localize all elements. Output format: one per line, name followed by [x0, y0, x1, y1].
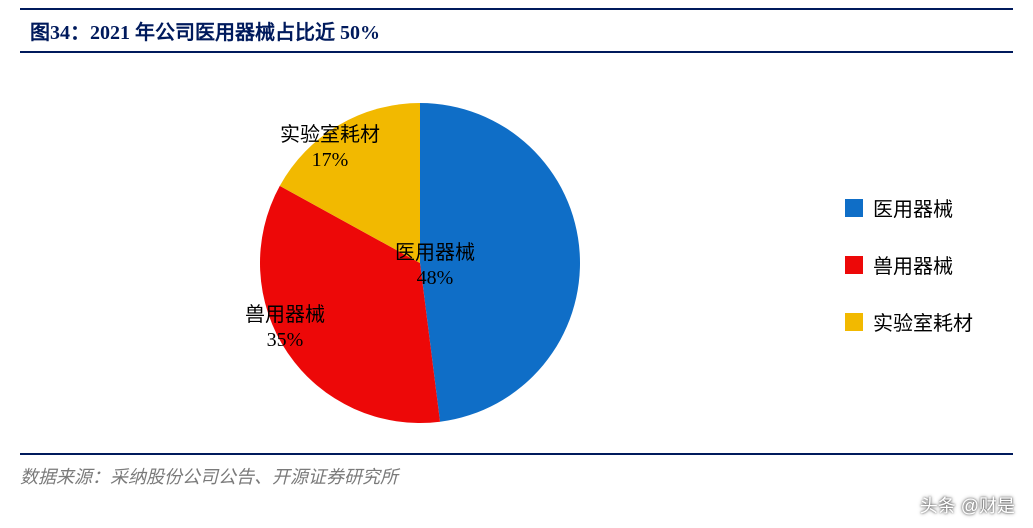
legend-label-0: 医用器械	[873, 193, 953, 222]
slice-pct-0: 48%	[417, 267, 454, 289]
footer-source: 数据来源：采纳股份公司公告、开源证券研究所	[0, 455, 1033, 489]
watermark: 头条 @财是	[920, 492, 1015, 518]
slice-label-1: 兽用器械 35%	[245, 303, 325, 353]
legend-item-2: 实验室耗材	[845, 307, 973, 336]
chart-area: 医用器械 48% 兽用器械 35% 实验室耗材 17% 医用器械 兽用器械 实验…	[0, 53, 1033, 453]
slice-label-2: 实验室耗材 17%	[280, 123, 380, 173]
chart-header: 图34：2021 年公司医用器械占比近 50%	[20, 8, 1013, 53]
slice-label-0: 医用器械 48%	[395, 241, 475, 291]
legend-label-2: 实验室耗材	[873, 307, 973, 336]
legend-swatch-2	[845, 313, 863, 331]
slice-name-2: 实验室耗材	[280, 124, 380, 146]
chart-title: 图34：2021 年公司医用器械占比近 50%	[30, 16, 1003, 45]
legend-swatch-1	[845, 256, 863, 274]
slice-pct-2: 17%	[312, 149, 349, 171]
slice-pct-1: 35%	[267, 329, 304, 351]
legend-item-0: 医用器械	[845, 193, 973, 222]
legend-label-1: 兽用器械	[873, 250, 953, 279]
legend-swatch-0	[845, 199, 863, 217]
legend-item-1: 兽用器械	[845, 250, 973, 279]
slice-name-1: 兽用器械	[245, 304, 325, 326]
slice-name-0: 医用器械	[395, 242, 475, 264]
legend: 医用器械 兽用器械 实验室耗材	[845, 193, 973, 364]
